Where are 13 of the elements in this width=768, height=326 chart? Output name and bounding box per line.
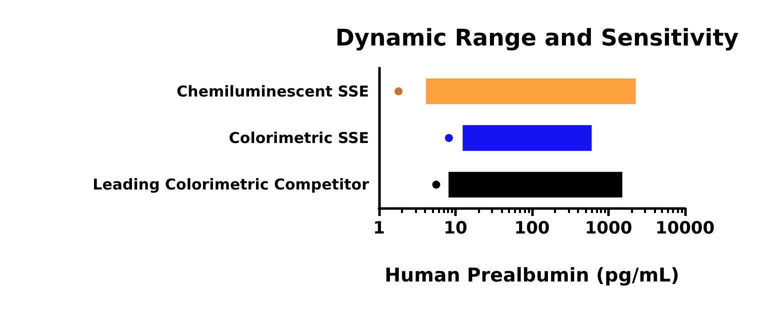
x-tick-label: 1 — [373, 218, 385, 238]
x-tick-label: 1000 — [584, 218, 632, 238]
x-axis-title: Human Prealbumin (pg/mL) — [384, 264, 680, 286]
bar — [426, 78, 636, 104]
y-tick-label: Chemiluminescent SSE — [176, 82, 369, 100]
chart-title: Dynamic Range and Sensitivity — [335, 26, 739, 52]
y-tick-label: Leading Colorimetric Competitor — [92, 176, 370, 194]
y-tick-label: Colorimetric SSE — [228, 129, 369, 147]
x-tick-label: 10 — [444, 218, 468, 238]
x-tick-label: 100 — [514, 218, 550, 238]
bar — [462, 125, 592, 151]
bar — [448, 172, 622, 198]
x-tick-label: 10000 — [655, 218, 715, 238]
